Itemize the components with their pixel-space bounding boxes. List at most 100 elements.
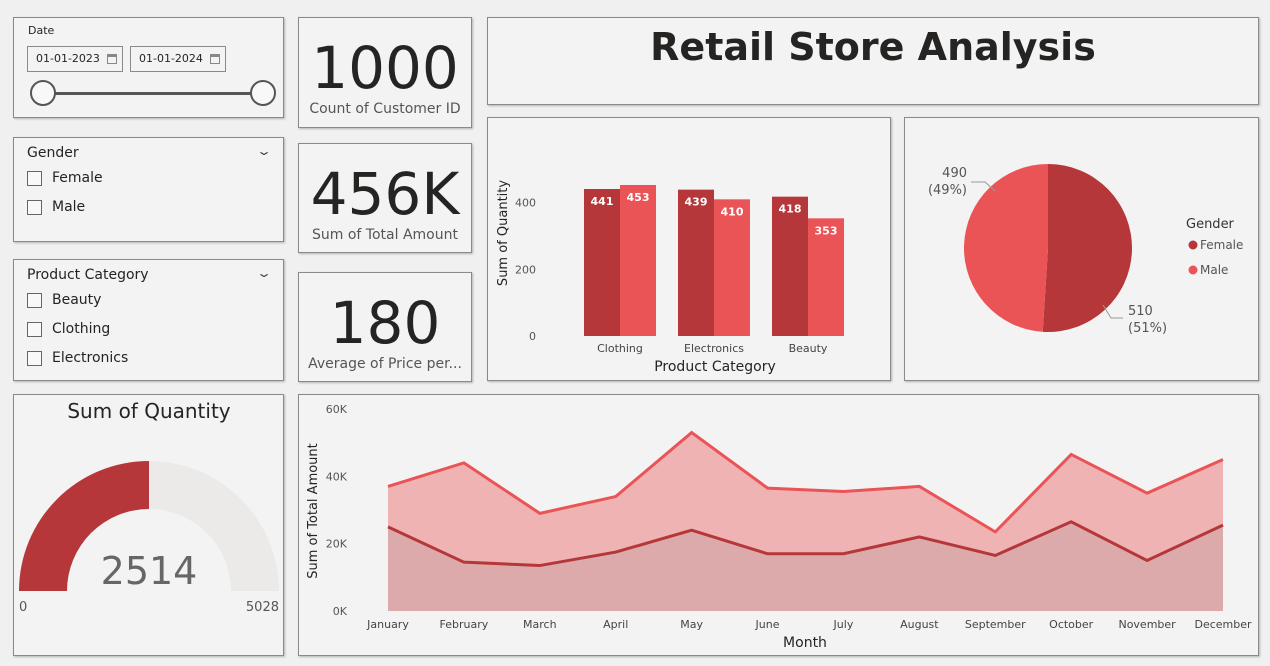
kpi-average-price[interactable]: 180 Average of Price per... xyxy=(298,272,472,382)
date-slicer: Date 01-01-2023 01-01-2024 xyxy=(13,17,284,118)
category-option-clothing[interactable]: Clothing xyxy=(27,319,110,339)
legend-item: Male xyxy=(1200,263,1228,277)
gauge-min: 0 xyxy=(19,600,27,615)
date-range-start-handle[interactable] xyxy=(30,80,56,106)
kpi-value: 180 xyxy=(329,289,441,357)
pie-data-label: 490 xyxy=(942,166,967,181)
checkbox[interactable] xyxy=(27,321,42,337)
y-axis-title: Sum of Quantity xyxy=(496,180,511,286)
end-date-input[interactable]: 01-01-2024 xyxy=(130,46,226,72)
kpi-value: 1000 xyxy=(311,34,459,102)
checkbox[interactable] xyxy=(27,292,42,308)
x-tick-label: Clothing xyxy=(597,342,643,355)
y-tick-label: 60K xyxy=(326,403,348,416)
gender-option-male[interactable]: Male xyxy=(27,197,85,217)
y-tick-label: 400 xyxy=(515,197,536,210)
date-range-end-handle[interactable] xyxy=(250,80,276,106)
checkbox[interactable] xyxy=(27,199,42,215)
category-slicer: Product Category ⌄ Beauty Clothing Elect… xyxy=(13,259,284,381)
kpi-label: Count of Customer ID xyxy=(309,101,461,117)
x-axis-title: Product Category xyxy=(654,359,776,375)
category-option-label: Clothing xyxy=(52,321,111,337)
bar-data-label: 439 xyxy=(685,196,708,209)
chevron-down-icon[interactable]: ⌄ xyxy=(255,266,273,280)
x-tick-label: April xyxy=(603,618,628,631)
line-male xyxy=(387,430,1224,534)
x-tick-label: September xyxy=(965,618,1026,631)
pie-slice-male xyxy=(964,164,1048,332)
bar-female xyxy=(772,196,808,336)
bar-male xyxy=(714,199,750,336)
kpi-label: Sum of Total Amount xyxy=(312,227,458,243)
gender-option-label: Female xyxy=(52,170,103,186)
calendar-icon[interactable] xyxy=(107,54,117,64)
bar-data-label: 353 xyxy=(815,224,838,237)
report-title: Retail Store Analysis xyxy=(650,25,1096,69)
gender-slicer-title: Gender xyxy=(27,145,79,161)
pie-slice-female xyxy=(1042,164,1133,332)
checkbox[interactable] xyxy=(27,170,42,186)
x-tick-label: July xyxy=(833,618,854,631)
y-tick-label: 200 xyxy=(515,263,536,276)
x-tick-label: October xyxy=(1049,618,1093,631)
checkbox[interactable] xyxy=(27,350,42,366)
x-tick-label: November xyxy=(1118,618,1176,631)
bar-data-label: 441 xyxy=(591,195,614,208)
x-tick-label: January xyxy=(366,618,409,631)
x-axis-title: Month xyxy=(783,635,827,651)
end-date-value: 01-01-2024 xyxy=(139,52,203,65)
quantity-gauge[interactable]: Sum of Quantity 2514 0 5028 xyxy=(13,394,284,656)
gender-slicer: Gender ⌄ Female Male xyxy=(13,137,284,242)
pie-data-label: (49%) xyxy=(928,183,967,198)
category-option-electronics[interactable]: Electronics xyxy=(27,348,128,368)
leader-line xyxy=(1102,304,1123,319)
gender-option-label: Male xyxy=(52,199,86,215)
kpi-customer-count[interactable]: 1000 Count of Customer ID xyxy=(298,17,472,128)
kpi-label: Average of Price per... xyxy=(308,356,462,372)
bar-male xyxy=(620,185,656,336)
legend-item: Female xyxy=(1200,238,1243,252)
bar-female xyxy=(678,189,714,336)
bar-female xyxy=(584,189,620,336)
x-tick-label: December xyxy=(1194,618,1252,631)
kpi-value: 456K xyxy=(310,160,460,228)
chevron-down-icon[interactable]: ⌄ xyxy=(255,144,273,158)
start-date-value: 01-01-2023 xyxy=(36,52,100,65)
pie-chart-svg: 510 (51%) 490 (49%) Gender Female Male xyxy=(928,164,1243,336)
bar-data-label: 410 xyxy=(721,205,744,218)
gauge-title: Sum of Quantity xyxy=(67,399,230,423)
category-option-label: Electronics xyxy=(52,350,129,366)
y-axis-title: Sum of Total Amount xyxy=(306,443,321,579)
gauge-max: 5028 xyxy=(246,600,279,615)
category-slicer-title: Product Category xyxy=(27,267,149,283)
start-date-input[interactable]: 01-01-2023 xyxy=(27,46,123,72)
kpi-total-amount[interactable]: 456K Sum of Total Amount xyxy=(298,143,472,253)
gauge-svg: Sum of Quantity 2514 0 5028 xyxy=(19,399,279,615)
quantity-by-category-chart[interactable]: 0 200 400 441 453 Clothing 439 410 Electronics 41… xyxy=(487,117,891,381)
x-tick-label: August xyxy=(900,618,939,631)
y-tick-label: 20K xyxy=(326,538,348,551)
calendar-icon[interactable] xyxy=(210,54,220,64)
bar-data-label: 418 xyxy=(779,203,802,216)
line-female xyxy=(387,520,1224,568)
gender-pie-chart[interactable]: 510 (51%) 490 (49%) Gender Female Male xyxy=(904,117,1259,381)
gender-option-female[interactable]: Female xyxy=(27,168,103,188)
y-tick-label: 40K xyxy=(326,470,348,483)
pie-data-label: (51%) xyxy=(1128,321,1167,336)
pie-data-label: 510 xyxy=(1128,304,1153,319)
x-tick-label: March xyxy=(523,618,557,631)
report-title-card: Retail Store Analysis xyxy=(487,17,1259,105)
y-tick-label: 0 xyxy=(529,330,536,343)
y-tick-label: 0K xyxy=(333,605,348,618)
gauge-fill xyxy=(19,461,149,591)
bar-data-label: 453 xyxy=(627,191,650,204)
bar-male xyxy=(808,218,844,336)
x-tick-label: June xyxy=(755,618,780,631)
date-range-track[interactable] xyxy=(44,92,262,95)
area-female xyxy=(388,521,1223,611)
x-tick-label: Electronics xyxy=(684,342,744,355)
amount-by-month-chart[interactable]: 0K 20K 40K 60K January February March April May J… xyxy=(298,394,1259,656)
x-tick-label: Beauty xyxy=(789,342,828,355)
category-option-beauty[interactable]: Beauty xyxy=(27,290,101,310)
bar-chart-svg: 0 200 400 441 453 Clothing 439 410 Electronics 41… xyxy=(496,180,844,375)
